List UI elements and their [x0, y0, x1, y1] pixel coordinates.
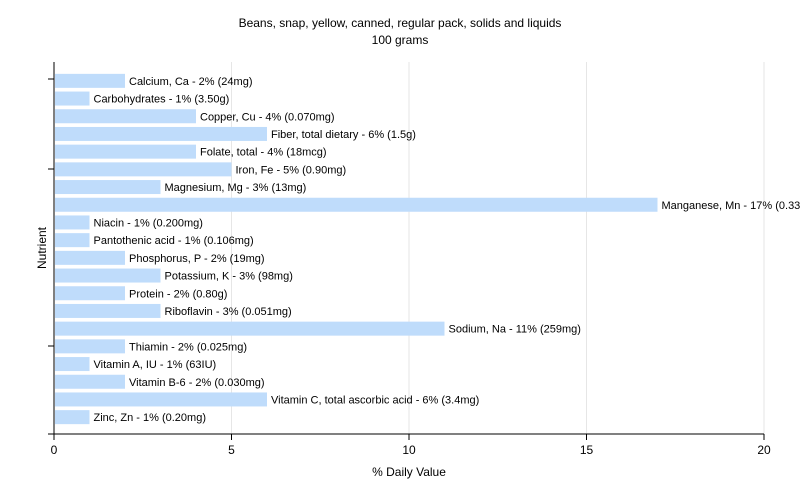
- bar: [55, 250, 125, 265]
- bar-label: Thiamin - 2% (0.025mg): [129, 341, 247, 353]
- bar: [55, 126, 267, 141]
- bar-labels: Calcium, Ca - 2% (24mg) Carbohydrates - 1…: [94, 76, 800, 424]
- bar-label: Pantothenic acid - 1% (0.106mg): [94, 235, 254, 247]
- x-axis-ticks: 0 5 10 15 20: [51, 434, 771, 457]
- bar-label: Fiber, total dietary - 6% (1.5g): [271, 129, 416, 141]
- x-tick-label: 5: [228, 443, 235, 457]
- bar-label: Sodium, Na - 11% (259mg): [449, 324, 581, 336]
- bar-label: Vitamin B-6 - 2% (0.030mg): [129, 377, 265, 389]
- bar: [55, 91, 90, 106]
- bar-label: Calcium, Ca - 2% (24mg): [129, 76, 252, 88]
- chart-subtitle: 100 grams: [372, 33, 429, 47]
- chart-title: Beans, snap, yellow, canned, regular pac…: [239, 16, 562, 30]
- bars: [55, 73, 658, 425]
- x-axis-title: % Daily Value: [372, 465, 446, 479]
- bar: [55, 144, 196, 159]
- bar-label: Magnesium, Mg - 3% (13mg): [165, 182, 307, 194]
- x-tick-label: 15: [580, 443, 594, 457]
- bar-label: Potassium, K - 3% (98mg): [165, 271, 293, 283]
- x-tick-label: 20: [757, 443, 771, 457]
- bar-label: Copper, Cu - 4% (0.070mg): [200, 111, 335, 123]
- bar: [55, 410, 90, 425]
- bar: [55, 197, 658, 212]
- bar-label: Riboflavin - 3% (0.051mg): [165, 306, 292, 318]
- bar: [55, 268, 161, 283]
- y-axis-title: Nutrient: [35, 226, 49, 269]
- bar: [55, 73, 125, 88]
- bar: [55, 303, 161, 318]
- y-axis-ticks: [48, 78, 54, 435]
- bar-label: Niacin - 1% (0.200mg): [94, 217, 203, 229]
- bar-label: Iron, Fe - 5% (0.90mg): [236, 164, 347, 176]
- bar-label: Vitamin A, IU - 1% (63IU): [94, 359, 217, 371]
- bar-label: Zinc, Zn - 1% (0.20mg): [94, 412, 206, 424]
- bar-label: Protein - 2% (0.80g): [129, 288, 227, 300]
- bar: [55, 357, 90, 372]
- bar-label: Vitamin C, total ascorbic acid - 6% (3.4…: [271, 394, 479, 406]
- bar-label: Carbohydrates - 1% (3.50g): [94, 94, 230, 106]
- bar-label: Phosphorus, P - 2% (19mg): [129, 253, 265, 265]
- bar: [55, 215, 90, 230]
- x-tick-label: 0: [51, 443, 58, 457]
- bar: [55, 321, 445, 336]
- bar: [55, 233, 90, 248]
- x-tick-label: 10: [402, 443, 416, 457]
- bar-label: Folate, total - 4% (18mcg): [200, 147, 327, 159]
- bar: [55, 162, 232, 177]
- grid-lines: [231, 62, 765, 434]
- bar: [55, 392, 267, 407]
- bar: [55, 374, 125, 389]
- bar: [55, 180, 161, 195]
- bar: [55, 286, 125, 301]
- bar-label: Manganese, Mn - 17% (0.335mg): [662, 200, 800, 212]
- bar: [55, 109, 196, 124]
- bar: [55, 339, 125, 354]
